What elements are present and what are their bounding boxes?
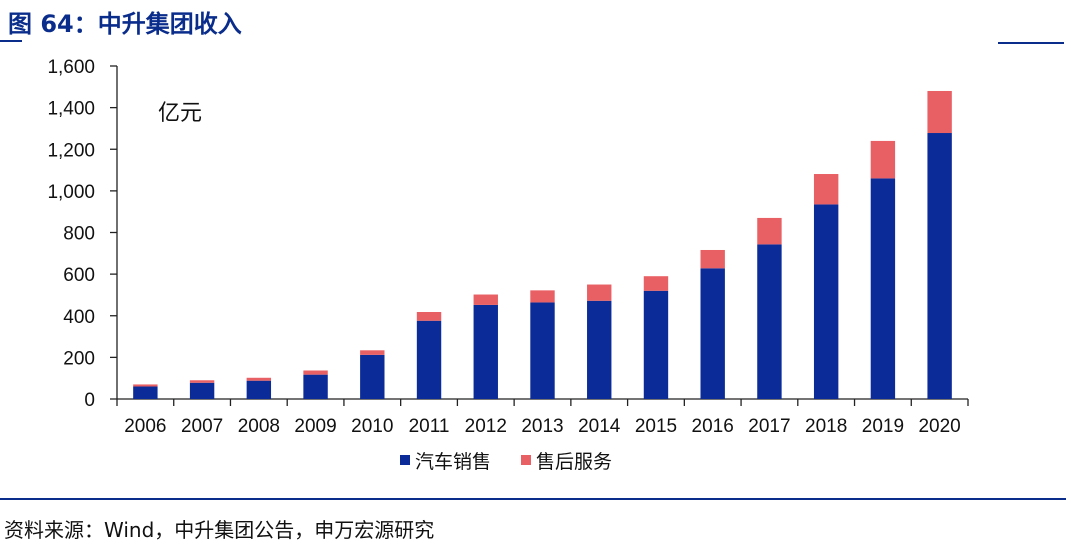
- x-tick-label: 2016: [692, 416, 734, 437]
- bar-auto-sales: [587, 300, 612, 399]
- x-tick-label: 2010: [351, 416, 393, 437]
- bar-after-sales: [473, 294, 498, 305]
- y-tick-label: 200: [63, 348, 95, 369]
- x-tick-label: 2017: [748, 416, 790, 437]
- y-tick-label: 1,200: [47, 140, 95, 161]
- y-tick-label: 1,400: [47, 99, 95, 120]
- bar-after-sales: [530, 290, 555, 303]
- legend-label: 汽车销售: [415, 451, 491, 473]
- legend-swatch: [521, 455, 531, 465]
- x-tick-label: 2012: [465, 416, 507, 437]
- bar-after-sales: [189, 380, 215, 383]
- bar-auto-sales: [757, 244, 782, 399]
- bar-auto-sales: [927, 133, 952, 400]
- y-tick-label: 600: [63, 265, 95, 286]
- bar-after-sales: [246, 377, 272, 381]
- x-tick-label: 2013: [521, 416, 563, 437]
- x-tick-label: 2018: [805, 416, 847, 437]
- bar-auto-sales: [360, 354, 385, 399]
- x-tick-label: 2006: [124, 416, 166, 437]
- bar-after-sales: [587, 284, 612, 301]
- x-tick-label: 2014: [578, 416, 621, 437]
- bar-auto-sales: [643, 290, 669, 399]
- y-axis: 0 200 400 600 800 1,000 1,200 1,400 1,600: [47, 57, 118, 411]
- bar-after-sales: [133, 384, 158, 387]
- source-note: 资料来源：Wind，中升集团公告，申万宏源研究: [4, 518, 435, 542]
- figure-title: 图 64：中升集团收入: [8, 10, 242, 38]
- title-underline: [0, 40, 22, 42]
- x-tick-label: 2009: [294, 416, 336, 437]
- bar-after-sales: [927, 90, 952, 134]
- bar-after-sales: [870, 140, 896, 179]
- bar-auto-sales: [473, 304, 498, 399]
- bar-after-sales: [813, 174, 839, 205]
- bottom-rule: [0, 498, 1066, 500]
- bars: [133, 90, 952, 400]
- x-tick-label: 2020: [918, 416, 960, 437]
- y-tick-label: 0: [84, 390, 95, 411]
- bar-after-sales: [303, 370, 328, 375]
- x-axis: 2006 2007 2008 2009 2010 2011 2012 2013 2014 2015…: [116, 398, 969, 437]
- y-tick-label: 400: [63, 307, 95, 328]
- bar-auto-sales: [133, 386, 158, 399]
- legend-swatch: [400, 455, 410, 465]
- x-tick-label: 2008: [238, 416, 280, 437]
- bar-auto-sales: [870, 178, 896, 399]
- bar-auto-sales: [246, 380, 272, 399]
- bar-after-sales: [700, 249, 725, 269]
- x-tick-label: 2015: [635, 416, 677, 437]
- bar-auto-sales: [416, 320, 442, 399]
- y-tick-label: 800: [63, 224, 95, 245]
- legend-label: 售后服务: [536, 451, 612, 473]
- x-tick-label: 2019: [862, 416, 904, 437]
- y-tick-label: 1,600: [47, 57, 95, 78]
- bar-auto-sales: [813, 204, 839, 399]
- bar-after-sales: [643, 276, 669, 291]
- title-rule-right: [998, 42, 1064, 44]
- bar-after-sales: [416, 312, 442, 321]
- bar-auto-sales: [530, 302, 555, 399]
- legend: 汽车销售 售后服务: [400, 451, 612, 473]
- y-tick-label: 1,000: [47, 182, 95, 203]
- bar-after-sales: [360, 350, 385, 355]
- bar-auto-sales: [189, 382, 215, 399]
- x-tick-label: 2011: [409, 416, 450, 437]
- bar-after-sales: [757, 217, 782, 245]
- unit-label: 亿元: [158, 101, 202, 126]
- bar-auto-sales: [700, 268, 725, 399]
- bar-auto-sales: [303, 374, 328, 399]
- x-tick-label: 2007: [181, 416, 223, 437]
